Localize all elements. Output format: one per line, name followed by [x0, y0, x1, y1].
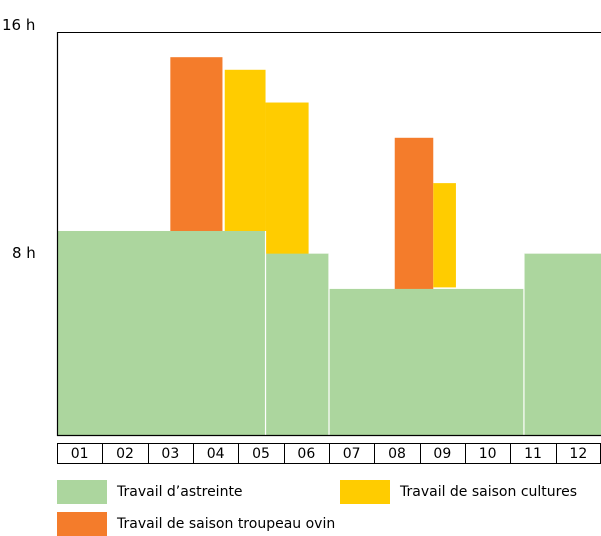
month-label-01: 01 [71, 446, 89, 462]
legend-swatch-ovin [57, 512, 107, 536]
bar-astreinte-1 [57, 230, 266, 435]
legend-astreinte: Travail d’astreinte [57, 480, 243, 504]
bar-cultures-1 [224, 69, 266, 232]
legend-cultures: Travail de saison cultures [340, 480, 577, 504]
bar-cultures-2 [265, 102, 309, 255]
bar-ovin-1 [170, 57, 223, 232]
month-label-11: 11 [524, 446, 542, 462]
bar-astreinte-3 [329, 288, 524, 435]
legend-label-ovin: Travail de saison troupeau ovin [117, 516, 336, 532]
month-label-03: 03 [161, 446, 179, 462]
month-label-04: 04 [207, 446, 225, 462]
bar-astreinte-2 [265, 253, 329, 435]
month-label-07: 07 [343, 446, 361, 462]
month-label-05: 05 [252, 446, 270, 462]
month-label-02: 02 [116, 446, 134, 462]
y-tick-8h: 8 h [12, 244, 36, 262]
month-axis: 01 02 03 04 05 06 07 08 09 10 11 12 [57, 443, 601, 464]
y-tick-16h: 16 h [2, 16, 35, 34]
legend-label-cultures: Travail de saison cultures [400, 484, 577, 500]
month-label-12: 12 [569, 446, 587, 462]
legend-swatch-astreinte [57, 480, 107, 504]
bar-ovin-2 [394, 137, 434, 290]
legend-ovin: Travail de saison troupeau ovin [57, 512, 335, 536]
bars-layer [57, 57, 601, 435]
month-label-08: 08 [388, 446, 406, 462]
month-label-10: 10 [479, 446, 497, 462]
bar-astreinte-4 [523, 253, 601, 435]
month-label-09: 09 [433, 446, 451, 462]
legend-label-astreinte: Travail d’astreinte [117, 484, 243, 500]
month-label-06: 06 [297, 446, 315, 462]
bar-cultures-3 [433, 183, 456, 288]
legend-swatch-cultures [340, 480, 390, 504]
